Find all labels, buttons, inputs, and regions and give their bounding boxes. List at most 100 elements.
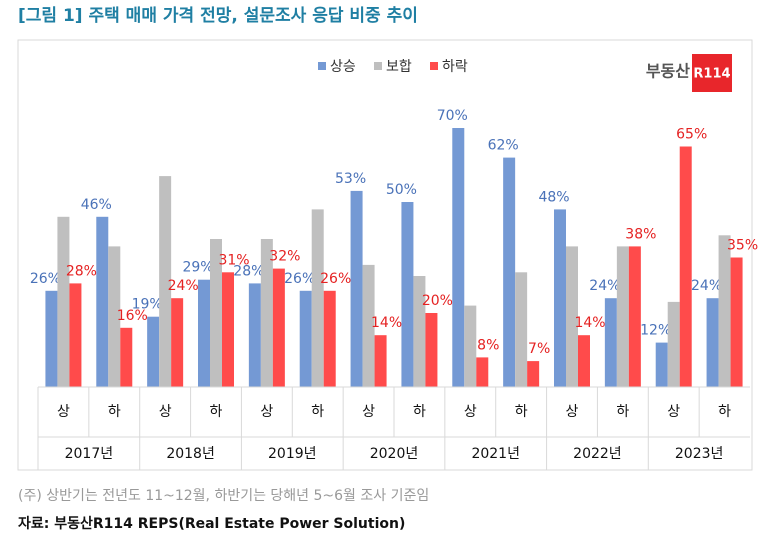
data-label: 24%	[691, 278, 722, 294]
x-tick-label: 상	[57, 404, 70, 420]
x-tick-label: 상	[159, 404, 172, 420]
legend-swatch	[374, 62, 382, 70]
x-tick-label: 하	[616, 404, 629, 420]
bar	[323, 290, 336, 387]
bar	[730, 257, 743, 387]
data-label: 31%	[218, 252, 249, 268]
bar	[464, 305, 477, 387]
bar	[476, 357, 489, 387]
group-label: 2018년	[166, 446, 215, 462]
bar	[198, 279, 210, 387]
data-label: 35%	[727, 238, 758, 254]
chart-title: [그림 1] 주택 매매 가격 전망, 설문조사 응답 비중 추이	[18, 6, 418, 26]
data-label: 16%	[117, 308, 148, 324]
data-label: 50%	[386, 182, 417, 198]
bar	[159, 176, 172, 387]
legend-swatch	[318, 62, 326, 70]
x-tick-label: 하	[210, 404, 223, 420]
x-tick-label: 하	[108, 404, 121, 420]
bar	[425, 313, 438, 387]
bar	[616, 246, 629, 387]
data-label: 28%	[233, 263, 264, 279]
bar	[350, 190, 363, 387]
legend-label: 하락	[442, 59, 468, 75]
x-tick-label: 상	[260, 404, 273, 420]
data-label: 14%	[574, 315, 605, 331]
data-label: 62%	[488, 138, 519, 154]
source: 자료: 부동산R114 REPS(Real Estate Power Solut…	[18, 515, 405, 532]
bar	[171, 298, 184, 387]
bar	[554, 209, 566, 387]
x-tick-label: 하	[718, 404, 731, 420]
bar	[57, 216, 70, 387]
bar	[401, 202, 414, 387]
logo-text: 부동산	[646, 62, 690, 81]
data-label: 8%	[477, 337, 499, 353]
data-label: 28%	[66, 263, 97, 279]
data-label: 32%	[269, 249, 300, 265]
bar	[248, 283, 261, 387]
data-label: 24%	[589, 278, 620, 294]
bar	[272, 268, 285, 387]
data-label: 65%	[676, 127, 707, 143]
data-label: 46%	[81, 197, 112, 213]
bar	[260, 239, 273, 387]
data-label: 26%	[320, 271, 351, 287]
data-label: 70%	[437, 108, 468, 124]
data-label: 7%	[528, 341, 550, 357]
bar	[679, 146, 692, 387]
bar	[120, 327, 133, 387]
logo-badge-text: R114	[693, 67, 730, 82]
bar	[413, 276, 426, 387]
bar	[604, 298, 617, 387]
data-label: 12%	[640, 323, 671, 339]
logo-badge	[692, 54, 732, 92]
bar	[578, 335, 590, 387]
bar	[655, 342, 668, 387]
data-label: 24%	[168, 278, 199, 294]
bar	[45, 290, 58, 387]
data-label: 38%	[625, 226, 656, 242]
group-label: 2023년	[675, 446, 724, 462]
x-tick-label: 상	[566, 404, 579, 420]
x-tick-label: 상	[362, 404, 375, 420]
bar	[299, 290, 312, 387]
bar	[515, 272, 528, 387]
bar	[452, 128, 465, 387]
data-label: 26%	[30, 271, 61, 287]
data-label: 14%	[371, 315, 402, 331]
bar	[222, 272, 234, 387]
bar	[503, 157, 516, 387]
bar	[566, 246, 578, 387]
bar	[362, 264, 375, 387]
data-label: 48%	[538, 189, 569, 205]
chart-frame	[17, 39, 753, 471]
bar	[718, 235, 731, 387]
legend-swatch	[430, 62, 438, 70]
bar	[96, 216, 109, 387]
group-label: 2020년	[370, 446, 419, 462]
group-label: 2021년	[471, 446, 520, 462]
x-tick-label: 상	[667, 404, 680, 420]
legend-label: 상승	[330, 59, 356, 75]
data-label: 29%	[182, 260, 213, 276]
bar	[374, 335, 387, 387]
bar	[667, 301, 680, 387]
bar	[311, 209, 324, 387]
data-label: 20%	[422, 293, 453, 309]
bar	[210, 239, 222, 387]
legend-label: 보합	[386, 59, 412, 75]
bar	[706, 298, 719, 387]
data-label: 26%	[284, 271, 315, 287]
bar	[69, 283, 82, 387]
bar	[628, 246, 641, 387]
x-tick-label: 하	[413, 404, 426, 420]
group-label: 2022년	[573, 446, 622, 462]
bar	[147, 316, 160, 387]
note: (주) 상반기는 전년도 11~12월, 하반기는 당해년 5~6월 조사 기준…	[18, 488, 429, 504]
x-tick-label: 하	[515, 404, 528, 420]
data-label: 53%	[335, 171, 366, 187]
group-label: 2017년	[65, 446, 114, 462]
x-tick-label: 하	[311, 404, 324, 420]
